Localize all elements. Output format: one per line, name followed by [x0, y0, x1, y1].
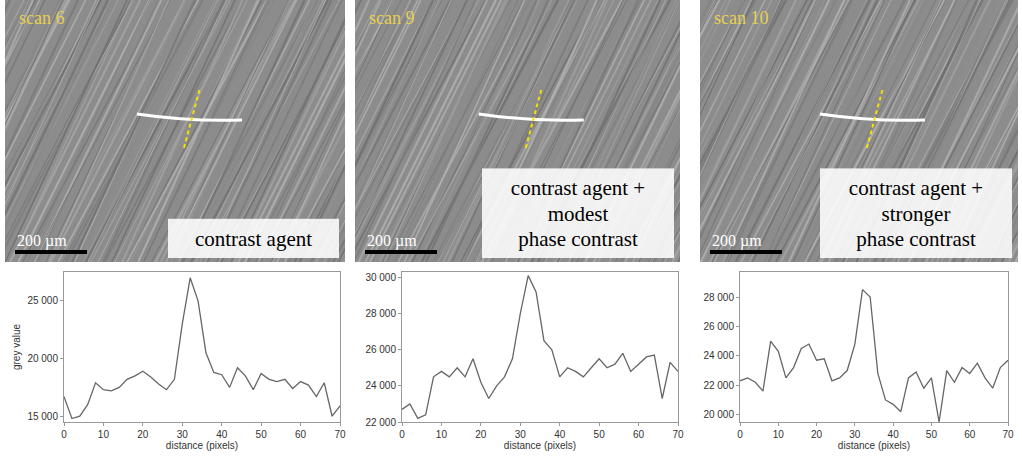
svg-text:scan 9: scan 9 — [369, 8, 414, 28]
svg-text:20: 20 — [811, 429, 823, 440]
svg-text:0: 0 — [61, 429, 67, 440]
svg-text:modest: modest — [548, 202, 609, 226]
svg-text:70: 70 — [1002, 429, 1014, 440]
svg-text:contrast agent: contrast agent — [195, 227, 312, 251]
svg-text:contrast agent +: contrast agent + — [849, 176, 983, 200]
svg-text:20 000: 20 000 — [703, 409, 734, 420]
svg-text:40: 40 — [554, 429, 566, 440]
svg-text:22 000: 22 000 — [365, 417, 396, 428]
svg-text:200 µm: 200 µm — [17, 232, 67, 250]
svg-text:15 000: 15 000 — [27, 411, 58, 422]
svg-text:10: 10 — [436, 429, 448, 440]
svg-text:26 000: 26 000 — [365, 344, 396, 355]
svg-text:20: 20 — [137, 429, 149, 440]
svg-text:10: 10 — [98, 429, 110, 440]
svg-text:50: 50 — [256, 429, 268, 440]
svg-text:20 000: 20 000 — [27, 353, 58, 364]
svg-text:30: 30 — [849, 429, 861, 440]
svg-text:24 000: 24 000 — [365, 380, 396, 391]
svg-text:distance (pixels): distance (pixels) — [504, 440, 576, 451]
svg-text:28 000: 28 000 — [365, 308, 396, 319]
svg-text:25 000: 25 000 — [27, 295, 58, 306]
svg-text:distance (pixels): distance (pixels) — [166, 440, 238, 451]
svg-text:40: 40 — [216, 429, 228, 440]
svg-text:60: 60 — [295, 429, 307, 440]
svg-text:50: 50 — [594, 429, 606, 440]
svg-text:24 000: 24 000 — [703, 350, 734, 361]
svg-text:20: 20 — [475, 429, 487, 440]
svg-text:grey value: grey value — [11, 323, 22, 370]
svg-text:scan 10: scan 10 — [714, 8, 768, 28]
svg-text:0: 0 — [399, 429, 405, 440]
svg-text:distance (pixels): distance (pixels) — [838, 440, 910, 451]
svg-text:phase contrast: phase contrast — [856, 227, 976, 251]
svg-text:scan 6: scan 6 — [19, 8, 64, 28]
svg-text:10: 10 — [773, 429, 785, 440]
svg-text:30: 30 — [177, 429, 189, 440]
svg-text:200 µm: 200 µm — [712, 232, 762, 250]
svg-text:26 000: 26 000 — [703, 321, 734, 332]
svg-text:stronger: stronger — [882, 202, 951, 226]
svg-text:70: 70 — [334, 429, 346, 440]
svg-text:28 000: 28 000 — [703, 292, 734, 303]
svg-text:0: 0 — [737, 429, 743, 440]
svg-text:contrast agent +: contrast agent + — [511, 176, 645, 200]
svg-text:30 000: 30 000 — [365, 272, 396, 283]
svg-text:30: 30 — [515, 429, 527, 440]
svg-text:40: 40 — [888, 429, 900, 440]
svg-text:22 000: 22 000 — [703, 380, 734, 391]
svg-text:50: 50 — [926, 429, 938, 440]
svg-text:70: 70 — [672, 429, 684, 440]
svg-text:200 µm: 200 µm — [367, 232, 417, 250]
svg-text:60: 60 — [633, 429, 645, 440]
svg-text:phase contrast: phase contrast — [518, 227, 638, 251]
svg-text:60: 60 — [964, 429, 976, 440]
